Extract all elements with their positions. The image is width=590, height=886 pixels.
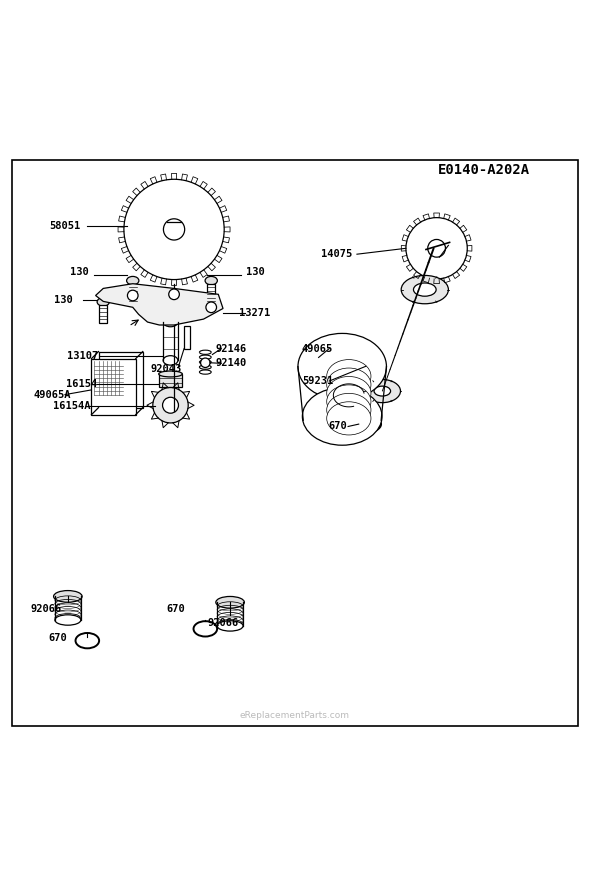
Text: 670: 670: [166, 604, 185, 614]
Text: 49065: 49065: [302, 344, 333, 354]
Ellipse shape: [327, 401, 371, 435]
Text: E0140-A202A: E0140-A202A: [438, 163, 530, 177]
Ellipse shape: [163, 355, 178, 365]
Text: 16154A: 16154A: [53, 401, 91, 411]
Ellipse shape: [159, 371, 182, 377]
Circle shape: [153, 387, 188, 423]
Ellipse shape: [401, 276, 448, 304]
Circle shape: [206, 302, 217, 313]
Ellipse shape: [364, 379, 401, 402]
Ellipse shape: [302, 388, 382, 445]
Ellipse shape: [55, 615, 81, 626]
Text: 130: 130: [245, 267, 264, 277]
Ellipse shape: [327, 360, 371, 392]
Bar: [99, 352, 143, 408]
Bar: [99, 305, 107, 323]
Text: 670: 670: [328, 422, 347, 431]
Circle shape: [201, 358, 210, 368]
Text: 92146: 92146: [216, 344, 247, 354]
Circle shape: [169, 289, 179, 299]
Ellipse shape: [97, 298, 109, 306]
Polygon shape: [96, 284, 223, 325]
Ellipse shape: [327, 385, 371, 418]
Ellipse shape: [76, 633, 99, 649]
Ellipse shape: [298, 333, 386, 400]
Ellipse shape: [327, 368, 371, 401]
Bar: [91, 359, 136, 415]
Circle shape: [124, 179, 224, 280]
Text: 92066: 92066: [208, 618, 238, 628]
Circle shape: [428, 239, 445, 257]
Ellipse shape: [374, 386, 391, 396]
Ellipse shape: [205, 276, 217, 285]
Text: 13107: 13107: [67, 351, 98, 361]
Bar: [184, 326, 190, 348]
Ellipse shape: [216, 596, 244, 608]
Circle shape: [163, 219, 185, 240]
Text: 13271: 13271: [240, 308, 270, 318]
Ellipse shape: [414, 283, 436, 296]
Circle shape: [127, 291, 138, 301]
Ellipse shape: [348, 416, 381, 433]
Circle shape: [406, 218, 467, 279]
Bar: [129, 284, 137, 301]
Ellipse shape: [327, 377, 371, 409]
Text: 16154: 16154: [66, 379, 97, 389]
Bar: [207, 284, 215, 301]
Ellipse shape: [327, 393, 371, 426]
Text: 49065A: 49065A: [33, 390, 71, 400]
Text: 92066: 92066: [31, 604, 61, 614]
Text: 130: 130: [70, 267, 89, 277]
Text: 58051: 58051: [50, 221, 80, 231]
Ellipse shape: [127, 276, 139, 285]
Text: 92043: 92043: [151, 364, 182, 374]
Ellipse shape: [54, 591, 82, 602]
Text: eReplacementParts.com: eReplacementParts.com: [240, 711, 350, 720]
Text: 130: 130: [54, 295, 73, 305]
Text: 670: 670: [48, 633, 67, 642]
Ellipse shape: [217, 621, 243, 631]
Ellipse shape: [163, 317, 178, 327]
Ellipse shape: [194, 621, 217, 636]
Bar: [159, 374, 182, 387]
Circle shape: [162, 397, 178, 413]
Text: 14075: 14075: [321, 249, 352, 260]
Text: 92140: 92140: [216, 358, 247, 369]
Text: 59231: 59231: [302, 376, 333, 386]
